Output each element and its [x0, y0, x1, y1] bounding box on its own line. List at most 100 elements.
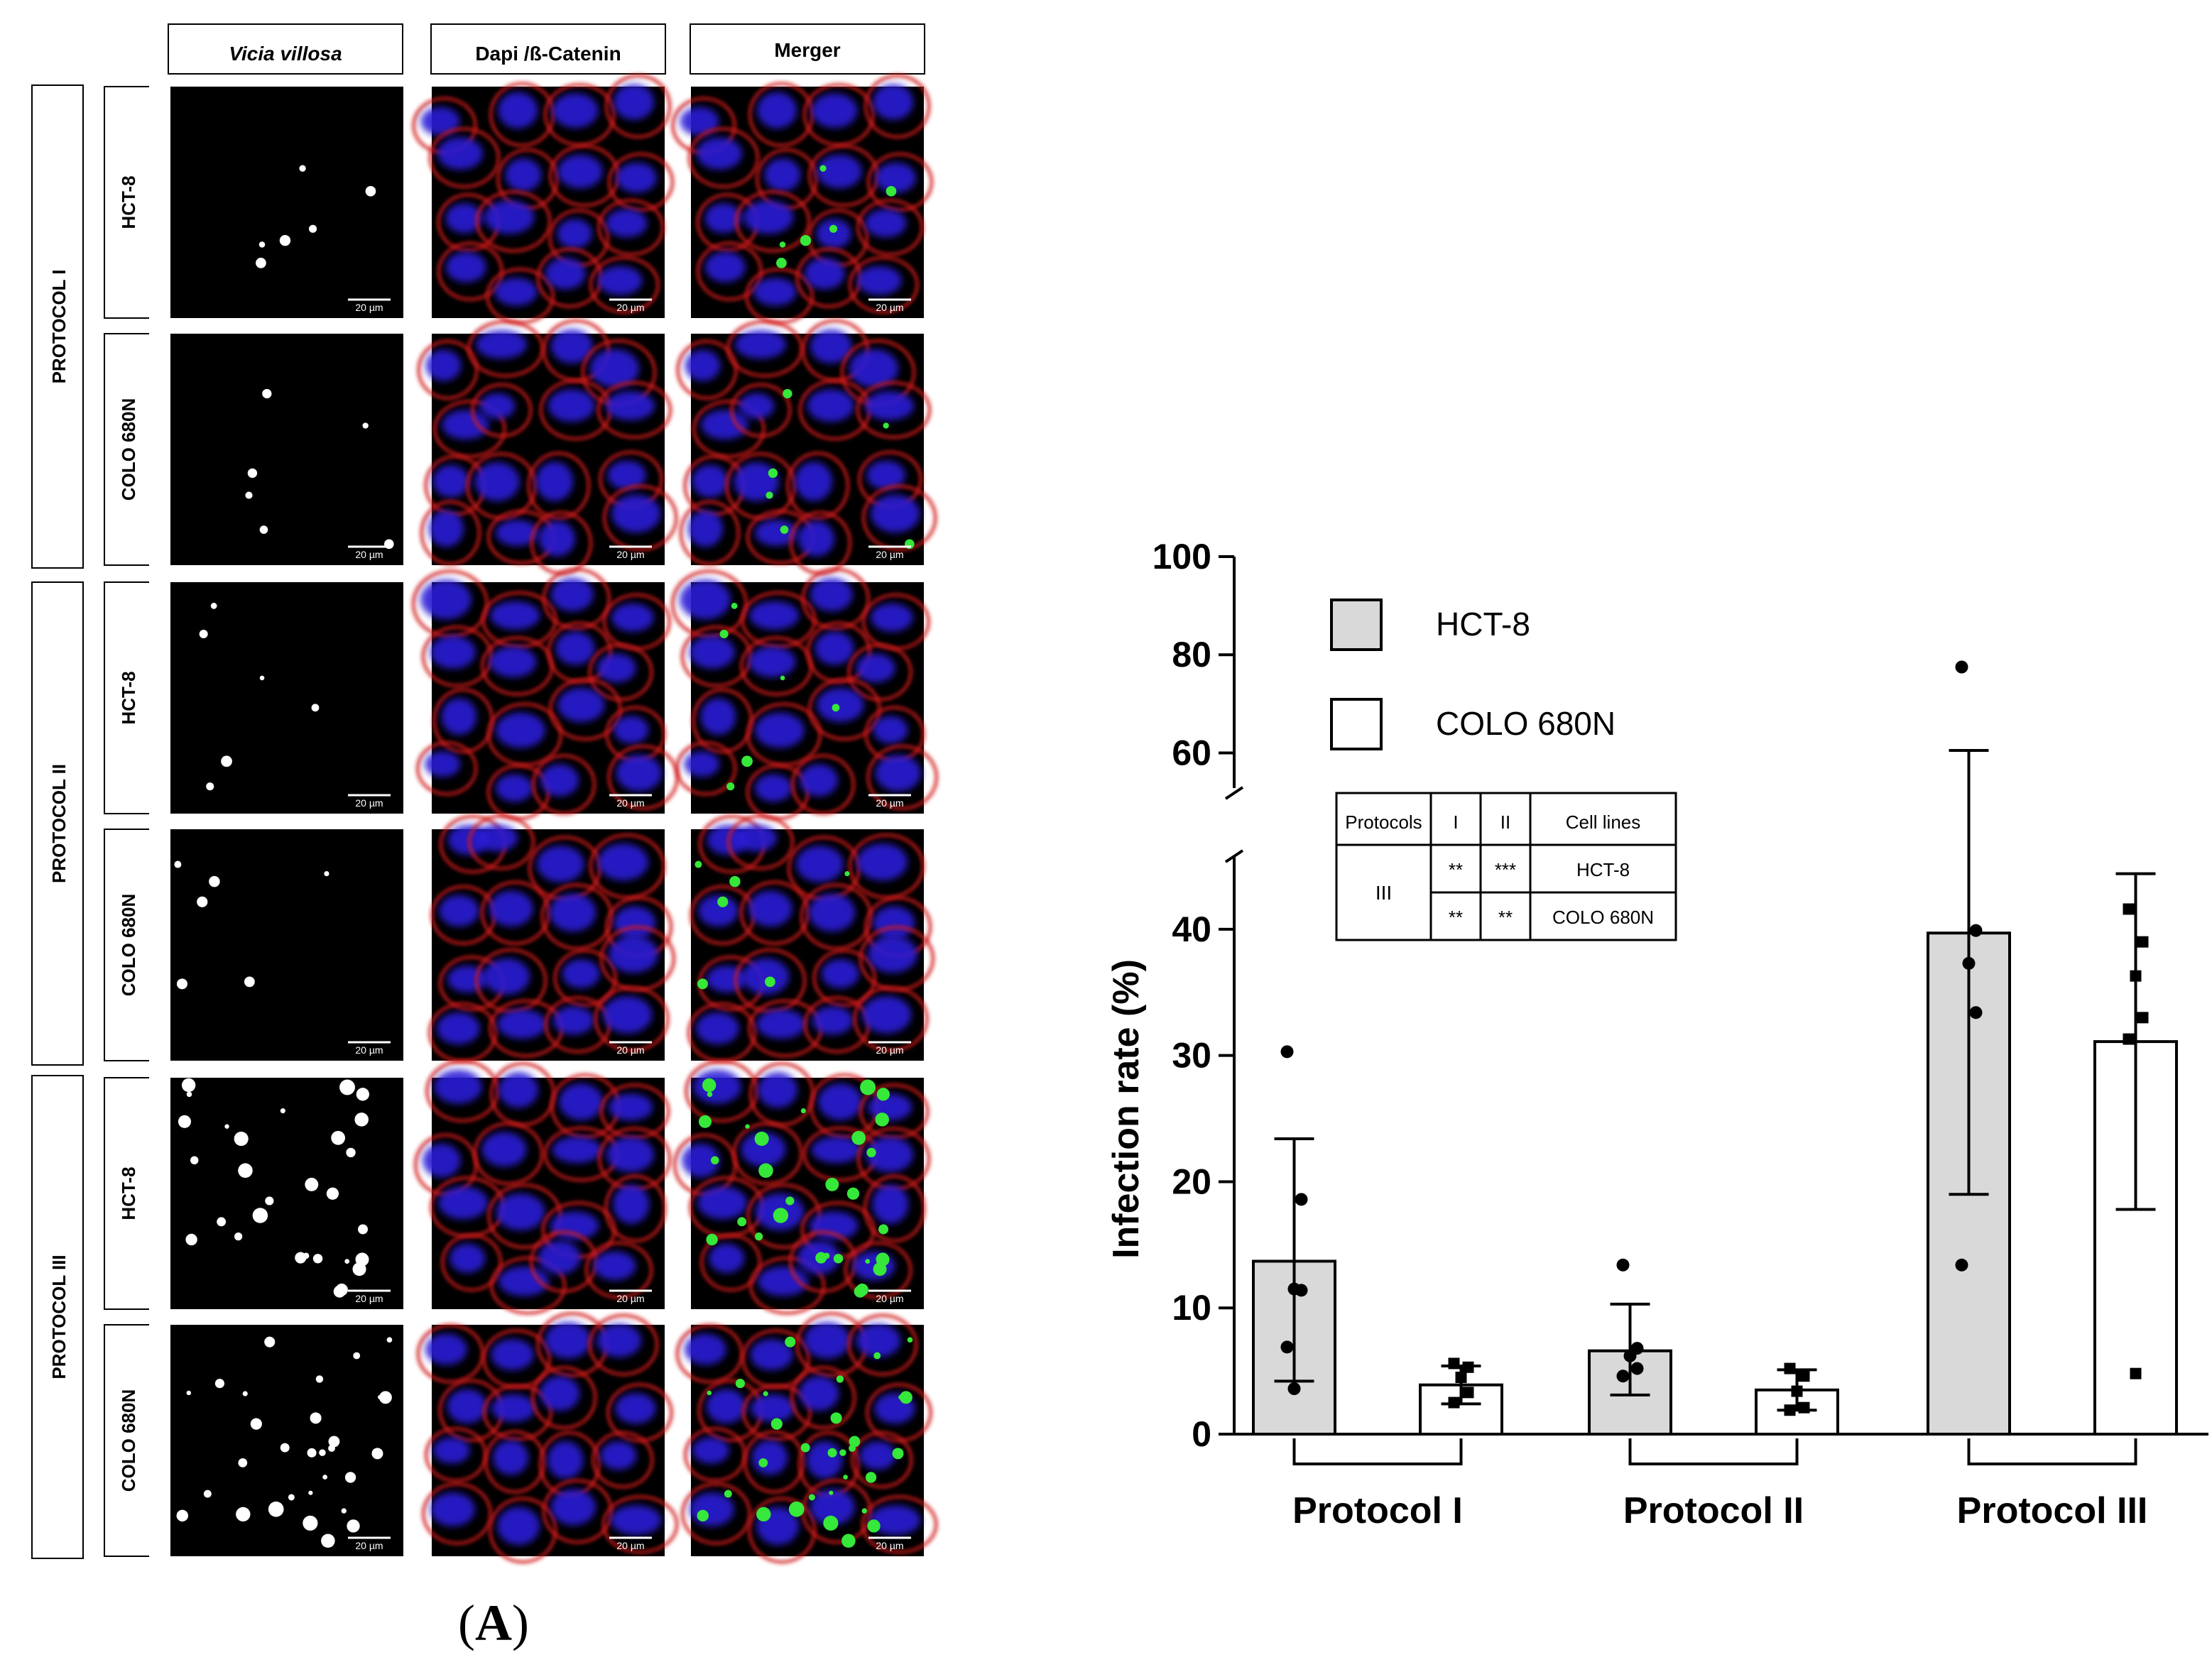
lectin-dot: [312, 1254, 323, 1264]
nucleus: [804, 1322, 851, 1359]
nucleus: [806, 1441, 843, 1479]
lectin-dot: [830, 1412, 842, 1424]
lectin-dot: [217, 1217, 227, 1227]
nucleus: [814, 631, 854, 665]
nucleus: [859, 1441, 896, 1470]
lectin-dot: [707, 1390, 712, 1396]
nucleus: [680, 579, 731, 620]
nucleus: [613, 1184, 650, 1224]
data-point: [1784, 1404, 1796, 1416]
lectin-dot: [785, 1336, 796, 1348]
y-tick-label: 40: [1172, 909, 1211, 949]
membrane-outline: [475, 190, 552, 253]
nucleus: [442, 410, 489, 440]
lectin-layer: [694, 860, 850, 990]
nucleus: [735, 329, 787, 359]
lectin-dot: [706, 1233, 718, 1246]
nucleus: [804, 258, 845, 290]
nucleus: [557, 154, 603, 189]
membrane-outline: [553, 949, 617, 1007]
lectin-dot: [319, 1449, 326, 1456]
nucleus: [743, 200, 794, 234]
column-header-merger-label: Merger: [774, 39, 840, 61]
nucleus: [867, 936, 917, 973]
nucleus: [555, 631, 595, 665]
nucleus: [866, 1137, 914, 1172]
membrane-outline: [433, 400, 506, 459]
membrane-outline: [489, 1497, 557, 1564]
lectin-dot: [717, 896, 729, 907]
nucleus: [550, 577, 594, 611]
lectin-dot: [763, 1391, 768, 1397]
nucleus: [496, 520, 539, 546]
lectin-dot: [362, 422, 369, 429]
membrane-outline: [603, 484, 678, 552]
lectin-dot: [238, 1163, 253, 1178]
nucleus: [423, 1143, 461, 1178]
data-point: [1448, 1397, 1460, 1409]
membrane-outline: [420, 500, 481, 566]
lectin-dot: [841, 1534, 856, 1548]
cell-layer: [412, 74, 674, 324]
lectin-dot: [907, 1337, 913, 1343]
y-tick-label: 10: [1172, 1288, 1211, 1328]
y-axis-title: Infection rate (%): [1106, 959, 1147, 1259]
nucleus: [447, 1389, 487, 1423]
lectin-dot: [800, 1443, 810, 1453]
column-header-vicia: Vicia villosa: [168, 23, 403, 75]
membrane-outline: [749, 1257, 826, 1315]
cell-layer: [427, 814, 675, 1063]
lectin-dot: [823, 1515, 839, 1531]
scale-bar-label: 20 µm: [876, 549, 903, 560]
nucleus: [495, 712, 545, 748]
nucleus: [734, 462, 779, 501]
membrane-outline: [786, 452, 850, 520]
nucleus: [606, 1137, 655, 1172]
membrane-outline: [675, 741, 737, 796]
membrane-outline: [862, 484, 937, 552]
lectin-dot: [698, 1115, 712, 1128]
lectin-dot: [236, 1507, 251, 1522]
lectin-dot: [883, 422, 889, 429]
nucleus: [873, 716, 908, 744]
y-tick-label: 80: [1172, 635, 1211, 674]
nucleus: [616, 755, 662, 792]
nucleus: [481, 1132, 527, 1167]
lectin-dot: [800, 235, 812, 246]
membrane-outline: [676, 339, 738, 400]
protocol-1-label: PROTOCOL I: [48, 270, 70, 384]
lectin-dot: [766, 491, 773, 499]
tile-background: [170, 829, 403, 1061]
nucleus: [497, 1507, 540, 1546]
membrane-outline: [802, 83, 875, 147]
nucleus: [871, 603, 913, 632]
image-tile-r5-c2: 20 µm: [414, 1059, 672, 1315]
column-header-vicia-label: Vicia villosa: [229, 43, 342, 65]
nucleus: [430, 635, 476, 669]
nucleus: [489, 646, 537, 677]
nucleus: [856, 653, 895, 683]
nucleus: [743, 958, 790, 995]
table-header-cell: I: [1453, 811, 1458, 833]
lectin-dot: [331, 1130, 346, 1145]
table-cell: COLO 680N: [1552, 907, 1654, 928]
nucleus: [748, 646, 796, 677]
column-header-merger: Merger: [690, 23, 925, 75]
nucleus: [852, 1251, 895, 1281]
row-label-p1-hct8: HCT-8: [104, 86, 149, 319]
lectin-dot: [731, 603, 738, 609]
legend-label-2: COLO 680N: [1436, 705, 1616, 742]
nucleus: [611, 494, 661, 533]
membrane-outline: [866, 745, 938, 810]
lectin-dot: [849, 1436, 861, 1448]
nucleus: [758, 1071, 798, 1108]
nucleus: [821, 959, 859, 988]
lectin-layer: [776, 165, 897, 268]
lectin-dot: [347, 1519, 360, 1533]
nucleus: [810, 577, 853, 611]
nucleus: [800, 764, 839, 797]
scale-bar-label: 20 µm: [616, 549, 644, 560]
data-point: [1287, 1382, 1301, 1395]
lectin-dot: [697, 1509, 709, 1522]
lectin-dot: [197, 896, 208, 907]
